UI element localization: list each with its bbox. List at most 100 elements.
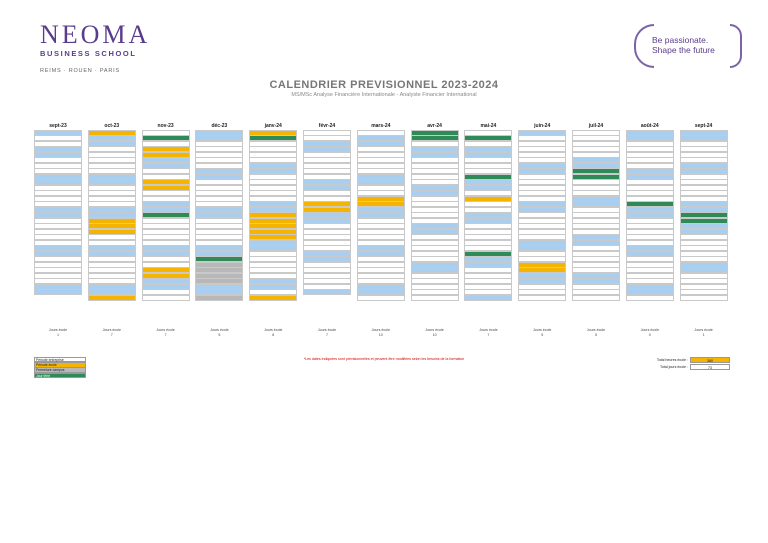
day-cell — [356, 272, 405, 279]
day-cell — [34, 272, 82, 279]
month-header: sept-23 — [49, 123, 67, 129]
day-cell — [249, 179, 298, 185]
month-header: mai-24 — [480, 123, 497, 129]
day-cell — [518, 267, 567, 273]
day-cell — [87, 217, 136, 224]
day-cell — [249, 289, 298, 295]
day-cell — [679, 190, 728, 196]
day-cell — [249, 228, 298, 235]
day-cell — [410, 272, 459, 279]
day-cell — [34, 151, 82, 158]
day-cell — [249, 234, 298, 240]
day-cell — [87, 283, 136, 290]
month-school-days: Jours école 8 — [249, 328, 297, 337]
day-cell — [141, 261, 190, 268]
day-cell — [572, 195, 620, 202]
day-cell — [679, 140, 728, 147]
day-cell — [410, 206, 459, 213]
day-cell — [141, 223, 190, 229]
day-cell — [572, 140, 620, 147]
day-cell — [34, 239, 82, 246]
day-cell — [141, 217, 190, 224]
school-days-count: 7 — [487, 332, 490, 337]
day-cell — [195, 190, 244, 196]
day-cell — [195, 294, 244, 301]
total-days-label: Total jours école : — [660, 364, 688, 369]
day-cell — [356, 283, 405, 290]
day-cell — [249, 151, 298, 158]
day-cell — [249, 135, 298, 141]
day-cell — [625, 173, 674, 180]
day-cell — [87, 135, 136, 141]
month-column: juin-24 — [518, 123, 567, 301]
day-cell — [410, 283, 459, 290]
school-days-count: 7 — [164, 332, 167, 337]
day-cell — [303, 228, 351, 235]
school-days-label: Jours école — [263, 328, 283, 332]
total-hours-label: Total heures école : — [656, 358, 688, 362]
month-column: août-24 — [625, 123, 674, 301]
day-cell — [195, 245, 244, 251]
day-cell — [679, 195, 728, 202]
day-cell — [356, 289, 405, 295]
day-cell — [572, 129, 620, 136]
day-cell — [195, 250, 244, 257]
day-cell — [572, 294, 620, 301]
month-header: déc-23 — [211, 123, 228, 129]
day-cell — [34, 261, 82, 268]
day-cell — [356, 294, 405, 301]
day-cell — [410, 157, 459, 163]
day-cell — [679, 272, 728, 279]
day-cell — [679, 135, 728, 141]
day-cell — [464, 228, 513, 235]
day-cell — [410, 223, 459, 229]
school-days-label: Jours école — [48, 328, 68, 332]
day-cell — [410, 140, 459, 147]
day-cell — [410, 162, 459, 169]
day-cell — [679, 157, 728, 163]
day-cell — [464, 239, 513, 246]
day-cell — [195, 184, 244, 191]
month-column: déc-23 — [195, 123, 244, 301]
day-cell — [464, 212, 513, 218]
day-cell — [34, 223, 82, 229]
day-cell — [195, 234, 244, 240]
day-cell — [141, 151, 190, 158]
day-cell — [625, 140, 674, 147]
day-cell — [518, 283, 567, 290]
bracket-left-icon — [634, 24, 654, 68]
day-cell — [572, 250, 620, 257]
day-cell — [518, 278, 567, 284]
day-cell — [195, 195, 244, 202]
day-cell — [679, 283, 728, 290]
day-cell — [518, 256, 567, 262]
day-cell — [249, 223, 298, 229]
day-cell — [87, 234, 136, 240]
day-cell — [87, 278, 136, 284]
legend-item: Fermeture campus — [34, 367, 86, 373]
day-cell — [303, 184, 351, 191]
slogan: Be passionate. Shape the future — [652, 35, 715, 55]
day-cell — [625, 245, 674, 251]
day-cell — [464, 168, 513, 174]
day-cell — [87, 168, 136, 174]
day-cell — [141, 173, 190, 180]
day-cell — [195, 239, 244, 246]
day-cell — [518, 294, 567, 301]
day-cell — [518, 217, 567, 224]
day-cell — [464, 162, 513, 169]
day-cell — [410, 267, 459, 273]
day-cell — [625, 206, 674, 213]
day-cell — [249, 162, 298, 169]
day-cell — [518, 245, 567, 251]
day-cell — [249, 267, 298, 273]
day-cell — [356, 234, 405, 240]
day-cell — [410, 289, 459, 295]
day-cell — [625, 261, 674, 268]
day-cell — [356, 217, 405, 224]
school-days-count: 10 — [432, 332, 437, 337]
day-cell — [572, 206, 620, 213]
day-cell — [141, 146, 190, 152]
day-cell — [572, 256, 620, 262]
legend-item: Jour férié — [34, 372, 86, 379]
